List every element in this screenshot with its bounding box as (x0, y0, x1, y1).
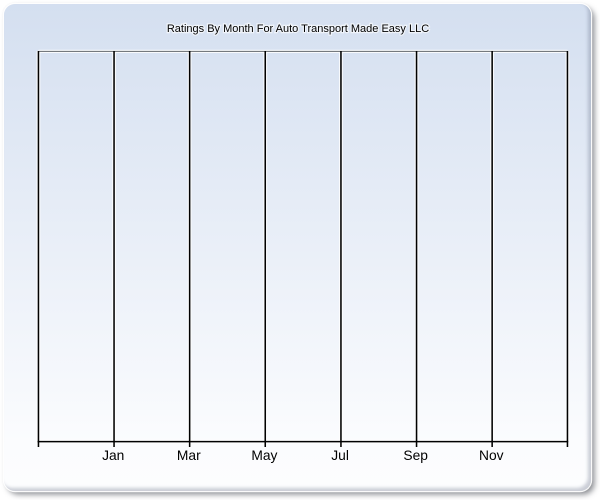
svg-text:Mar: Mar (177, 448, 201, 463)
svg-text:Ratings By Month For Auto Tran: Ratings By Month For Auto Transport Made… (167, 23, 429, 35)
svg-text:Ratings By Month For Auto Tran: Ratings By Month For Auto Transport Made… (167, 23, 429, 35)
svg-text:Sep: Sep (403, 448, 428, 463)
svg-text:Jan: Jan (102, 448, 124, 463)
svg-text:Nov: Nov (479, 448, 504, 463)
svg-text:May: May (251, 448, 277, 463)
svg-text:Jul: Jul (331, 448, 349, 463)
